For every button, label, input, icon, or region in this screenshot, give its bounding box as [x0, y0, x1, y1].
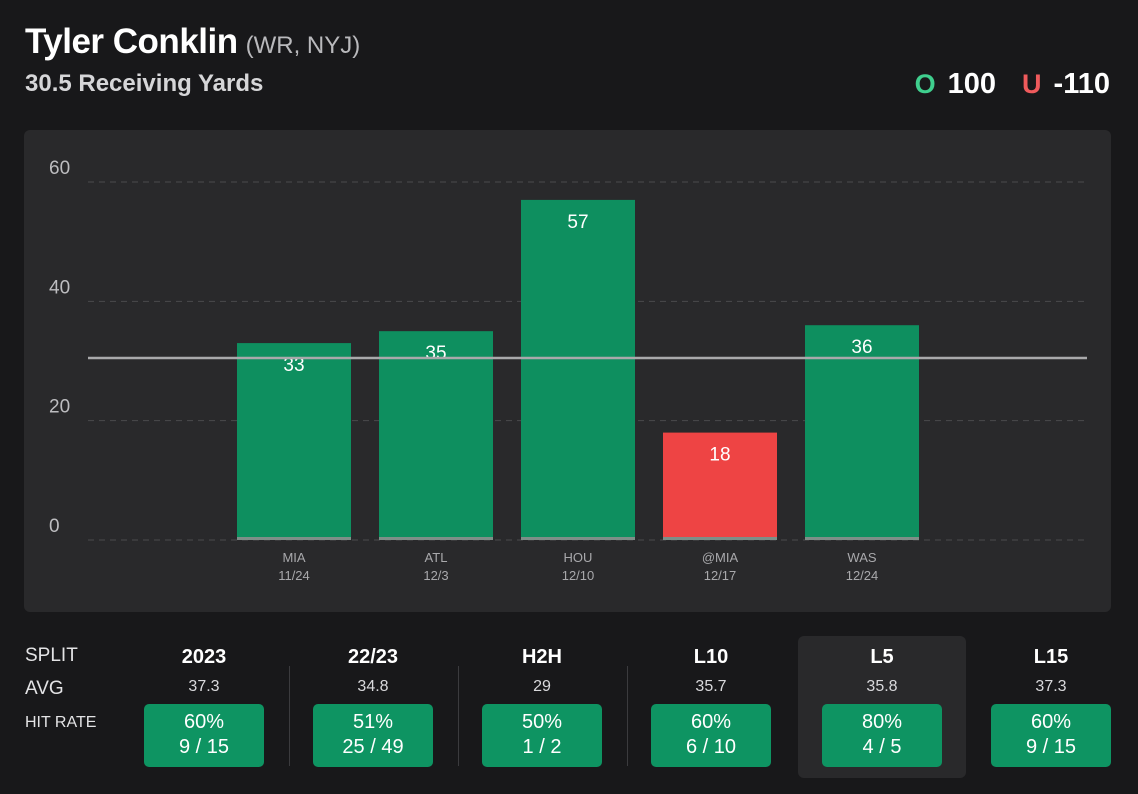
split-name: 22/23 [347, 646, 399, 668]
splits-table: SPLIT AVG HIT RATE 2023 37.3 60% 9 / 15 … [0, 636, 1138, 786]
hit-rate-record: 9 / 15 [1025, 736, 1077, 758]
hit-rate-row-label: HIT RATE [25, 714, 97, 731]
bar-base [663, 537, 777, 540]
bar-mia [237, 343, 351, 540]
bar-was [805, 325, 919, 540]
hit-rate-pct: 60% [690, 711, 732, 733]
over-letter: O [914, 69, 936, 99]
y-tick-label: 40 [49, 277, 70, 298]
hit-rate-badge: 60% 9 / 15 [144, 704, 264, 767]
hit-rate-pct: 51% [352, 711, 394, 733]
player-name: Tyler Conklin [25, 22, 238, 61]
under-value: -110 [1053, 68, 1110, 100]
bar-value-label: 35 [425, 343, 446, 364]
under-letter: U [1022, 69, 1042, 99]
bar-base [805, 537, 919, 540]
hit-rate-pct: 60% [1030, 711, 1072, 733]
bar-atl [379, 331, 493, 540]
bar-value-label: 18 [709, 445, 730, 466]
split-column-2023[interactable]: 2023 37.3 60% 9 / 15 [120, 636, 288, 778]
player-header: Tyler Conklin (WR, NYJ) 30.5 Receiving Y… [25, 22, 360, 98]
over-value: 100 [947, 68, 997, 100]
chart-panel: 0 20 40 60 33 MIA 11/24 35 ATL 12/3 57 HOU 12/10 18 @M… [24, 130, 1111, 612]
over-odds[interactable]: O 100 [915, 68, 996, 101]
split-column-l5[interactable]: L5 35.8 80% 4 / 5 [798, 636, 966, 778]
x-category-label: MIA [282, 550, 305, 565]
bar-value-label: 57 [567, 212, 588, 233]
hit-rate-badge: 50% 1 / 2 [482, 704, 602, 767]
split-column-l15[interactable]: L15 37.3 60% 9 / 15 [967, 636, 1135, 778]
split-column-22-23[interactable]: 22/23 34.8 51% 25 / 49 [289, 636, 457, 778]
bar-hou [521, 199, 635, 540]
split-avg: 37.3 [188, 678, 220, 695]
hit-rate-badge: 60% 6 / 10 [651, 704, 771, 767]
hit-rate-record: 1 / 2 [522, 736, 562, 758]
bar-base [379, 537, 493, 540]
x-date-label: 11/24 [278, 568, 310, 583]
x-date-label: 12/3 [423, 568, 448, 583]
column-divider [289, 666, 290, 766]
x-category-label: WAS [847, 550, 876, 565]
split-column-h2h[interactable]: H2H 29 50% 1 / 2 [458, 636, 626, 778]
hit-rate-badge: 60% 9 / 15 [991, 704, 1111, 767]
player-line: Tyler Conklin (WR, NYJ) [25, 22, 360, 62]
bar-at-mia [663, 432, 777, 540]
hit-rate-pct: 60% [183, 711, 225, 733]
y-tick-label: 60 [49, 158, 70, 179]
hit-rate-pct: 50% [521, 711, 563, 733]
bar-value-label: 36 [851, 337, 872, 358]
x-date-label: 12/17 [704, 568, 737, 583]
split-name: 2023 [181, 646, 227, 668]
x-category-label: ATL [425, 550, 448, 565]
bar-base [237, 537, 351, 540]
player-position-team: (WR, NYJ) [245, 32, 361, 59]
split-column-l10[interactable]: L10 35.7 60% 6 / 10 [627, 636, 795, 778]
split-avg: 37.3 [1035, 678, 1067, 695]
bar-base [521, 537, 635, 540]
bar-value-label: 33 [283, 355, 304, 376]
hit-rate-badge: 51% 25 / 49 [313, 704, 433, 767]
column-divider [627, 666, 628, 766]
hit-rate-pct: 80% [861, 711, 903, 733]
bar-chart: 0 20 40 60 33 MIA 11/24 35 ATL 12/3 57 HOU 12/10 18 @M… [49, 158, 1087, 583]
split-name: L5 [870, 646, 894, 668]
split-row-label: SPLIT [25, 645, 78, 666]
split-name: L15 [1033, 646, 1069, 668]
split-avg: 35.7 [695, 678, 727, 695]
y-tick-label: 0 [49, 516, 60, 537]
split-avg: 29 [533, 678, 551, 695]
split-name: L10 [693, 646, 729, 668]
hit-rate-badge: 80% 4 / 5 [822, 704, 942, 767]
hit-rate-record: 9 / 15 [178, 736, 230, 758]
prop-line: 30.5 Receiving Yards [25, 70, 264, 97]
x-date-label: 12/10 [562, 568, 595, 583]
x-category-label: HOU [564, 550, 593, 565]
x-category-label: @MIA [702, 550, 739, 565]
split-name: H2H [521, 646, 562, 668]
split-avg: 35.8 [866, 678, 898, 695]
hit-rate-record: 6 / 10 [685, 736, 737, 758]
hit-rate-record: 4 / 5 [862, 736, 902, 758]
y-tick-label: 20 [49, 397, 70, 418]
x-date-label: 12/24 [846, 568, 879, 583]
under-odds[interactable]: U -110 [1022, 68, 1110, 101]
split-avg: 34.8 [357, 678, 389, 695]
column-divider [458, 666, 459, 766]
hit-rate-record: 25 / 49 [342, 736, 404, 758]
odds-display: O 100 U -110 [915, 68, 1110, 101]
avg-row-label: AVG [25, 678, 64, 699]
